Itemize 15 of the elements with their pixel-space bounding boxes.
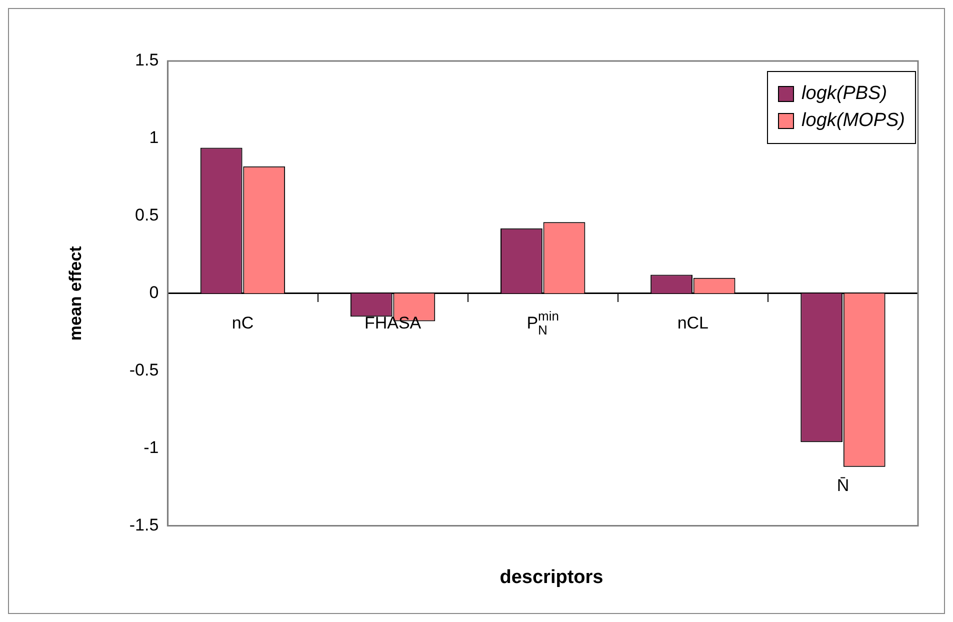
y-tick-label: -0.5 [129, 360, 159, 380]
x-axis-title: descriptors [498, 567, 604, 589]
y-tick-label: -1 [144, 438, 159, 458]
x-tick-label: FHASA [364, 313, 422, 332]
x-tick-label: nCL [677, 313, 709, 332]
y-tick-label: 0.5 [135, 206, 159, 225]
y-tick-label: 1 [149, 128, 159, 148]
legend-label: logk(MOPS) [802, 110, 905, 132]
y-axis-title: mean effect [66, 246, 85, 341]
y-tick-label: -1.5 [129, 515, 159, 534]
x-tick-label: N̄ [836, 476, 850, 495]
x-tick-label: nC [232, 313, 254, 332]
legend-label: logk(PBS) [802, 83, 888, 105]
y-tick-label: 0 [149, 283, 159, 302]
y-tick-label: 1.5 [135, 50, 159, 70]
